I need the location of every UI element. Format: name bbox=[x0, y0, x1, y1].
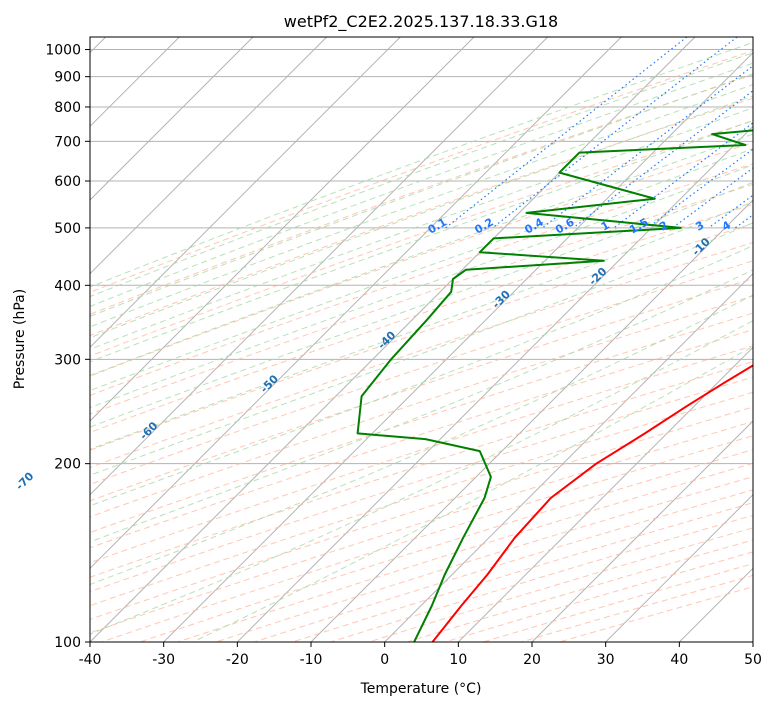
isotherm-line bbox=[236, 125, 753, 642]
x-tick-label: -40 bbox=[79, 652, 102, 668]
mixing-ratio-line bbox=[572, 89, 753, 229]
isotherm-line bbox=[90, 37, 549, 496]
isotherm-line bbox=[752, 641, 753, 642]
mixing-ratio-label: 0.1 bbox=[426, 216, 449, 237]
dry-adiabat-line bbox=[90, 260, 753, 485]
chart-title: wetPf2_C2E2.2025.137.18.33.G18 bbox=[284, 12, 558, 32]
y-axis-label: Pressure (hPa) bbox=[12, 289, 28, 389]
dewpoint-profile-line bbox=[356, 129, 753, 642]
y-tick-label: 700 bbox=[54, 134, 81, 150]
isotherm-line bbox=[163, 51, 753, 642]
dry-adiabat-line bbox=[444, 551, 753, 642]
dry-adiabat-line bbox=[90, 50, 753, 293]
adiabat-label: -60 bbox=[137, 419, 160, 442]
dry-adiabat-line bbox=[90, 97, 753, 337]
isotherm-line bbox=[90, 37, 622, 570]
axis-layer: -40 -30 -20 -10 0 10 20 30 40 50 100 200 300 400 500 60… bbox=[45, 43, 762, 668]
y-tick-label: 300 bbox=[54, 352, 81, 368]
isotherm-line bbox=[310, 199, 753, 642]
mixing-ratio-line bbox=[672, 167, 753, 229]
y-tick-label: 1000 bbox=[45, 43, 81, 59]
dry-adiabat-line bbox=[90, 142, 753, 377]
isotherm-line bbox=[605, 493, 753, 642]
adiabat-label: -40 bbox=[375, 328, 398, 351]
dry-adiabat-line bbox=[90, 74, 753, 315]
dry-adiabat-line bbox=[90, 329, 753, 549]
moist-adiabat-line bbox=[90, 95, 753, 339]
dry-adiabat-line bbox=[90, 391, 753, 607]
x-tick-label: 10 bbox=[449, 652, 467, 668]
x-tick-label: 0 bbox=[380, 652, 389, 668]
x-tick-label: -30 bbox=[152, 652, 175, 668]
x-tick-label: -10 bbox=[300, 652, 323, 668]
dry-adiabat-line bbox=[90, 361, 753, 578]
mixing-ratio-line bbox=[647, 148, 753, 229]
isotherm-line bbox=[457, 346, 753, 642]
plot-frame bbox=[89, 36, 754, 643]
moist-adiabat-line bbox=[90, 119, 753, 363]
isotherm-line bbox=[90, 37, 254, 201]
isotherm-line bbox=[384, 272, 753, 642]
x-tick-label: 40 bbox=[670, 652, 688, 668]
moist-adiabat-line bbox=[90, 52, 753, 298]
series-layer bbox=[356, 129, 753, 642]
adiabat-label: -50 bbox=[258, 372, 281, 395]
moist-adiabat-line bbox=[90, 164, 753, 409]
moist-adiabat-line bbox=[192, 345, 753, 642]
x-tick-label: 30 bbox=[597, 652, 615, 668]
dry-adiabat-line bbox=[90, 312, 753, 534]
isotherm-line bbox=[90, 37, 328, 275]
y-tick-label: 500 bbox=[54, 221, 81, 237]
isotherm-line bbox=[90, 37, 475, 422]
moist-adiabat-line bbox=[90, 201, 753, 450]
isotherm-line bbox=[90, 37, 696, 642]
adiabat-label: -30 bbox=[490, 288, 513, 311]
dry-adiabat-line bbox=[559, 586, 753, 642]
x-tick-label: -20 bbox=[226, 652, 249, 668]
moist-adiabat-line bbox=[90, 181, 753, 428]
moist-adiabat-line bbox=[90, 320, 753, 635]
adiabat-layer bbox=[90, 37, 753, 642]
x-axis-label: Temperature (°C) bbox=[360, 681, 482, 697]
mixing-ratio-line bbox=[492, 37, 738, 229]
y-tick-label: 100 bbox=[54, 635, 81, 651]
dry-adiabat-line bbox=[90, 223, 753, 451]
dry-adiabat-line bbox=[90, 120, 753, 357]
moist-adiabat-line bbox=[90, 222, 753, 476]
moist-adiabat-line bbox=[90, 62, 753, 307]
y-tick-label: 200 bbox=[54, 457, 81, 473]
isotherm-line bbox=[678, 567, 753, 642]
dry-adiabat-line bbox=[177, 462, 753, 642]
y-tick-label: 600 bbox=[54, 174, 81, 190]
dry-adiabat-line bbox=[101, 435, 753, 642]
dry-adiabat-line bbox=[521, 574, 753, 642]
dry-adiabat-line bbox=[90, 278, 753, 502]
mixing-ratio-label: 3 bbox=[693, 219, 706, 234]
adiabat-label: -20 bbox=[586, 265, 609, 288]
adiabat-label: -70 bbox=[13, 469, 36, 492]
y-tick-label: 400 bbox=[54, 278, 81, 294]
dry-adiabat-line bbox=[90, 163, 753, 396]
x-tick-label: 50 bbox=[744, 652, 762, 668]
mixing-ratio-line bbox=[445, 37, 688, 229]
dry-adiabat-line bbox=[330, 514, 753, 642]
mixing-ratio-line bbox=[613, 122, 753, 229]
moist-adiabat-line bbox=[90, 73, 753, 317]
adiabat-label: -10 bbox=[690, 235, 713, 258]
moist-adiabat-line bbox=[90, 84, 753, 328]
moist-adiabat-line bbox=[90, 133, 753, 377]
x-tick-label: 20 bbox=[523, 652, 541, 668]
isotherm-line bbox=[531, 420, 753, 642]
dry-adiabat-line bbox=[215, 476, 753, 642]
y-tick-label: 800 bbox=[54, 100, 81, 116]
isotherm-line bbox=[90, 37, 401, 349]
temperature-profile-line bbox=[431, 364, 753, 642]
y-tick-label: 900 bbox=[54, 70, 81, 86]
